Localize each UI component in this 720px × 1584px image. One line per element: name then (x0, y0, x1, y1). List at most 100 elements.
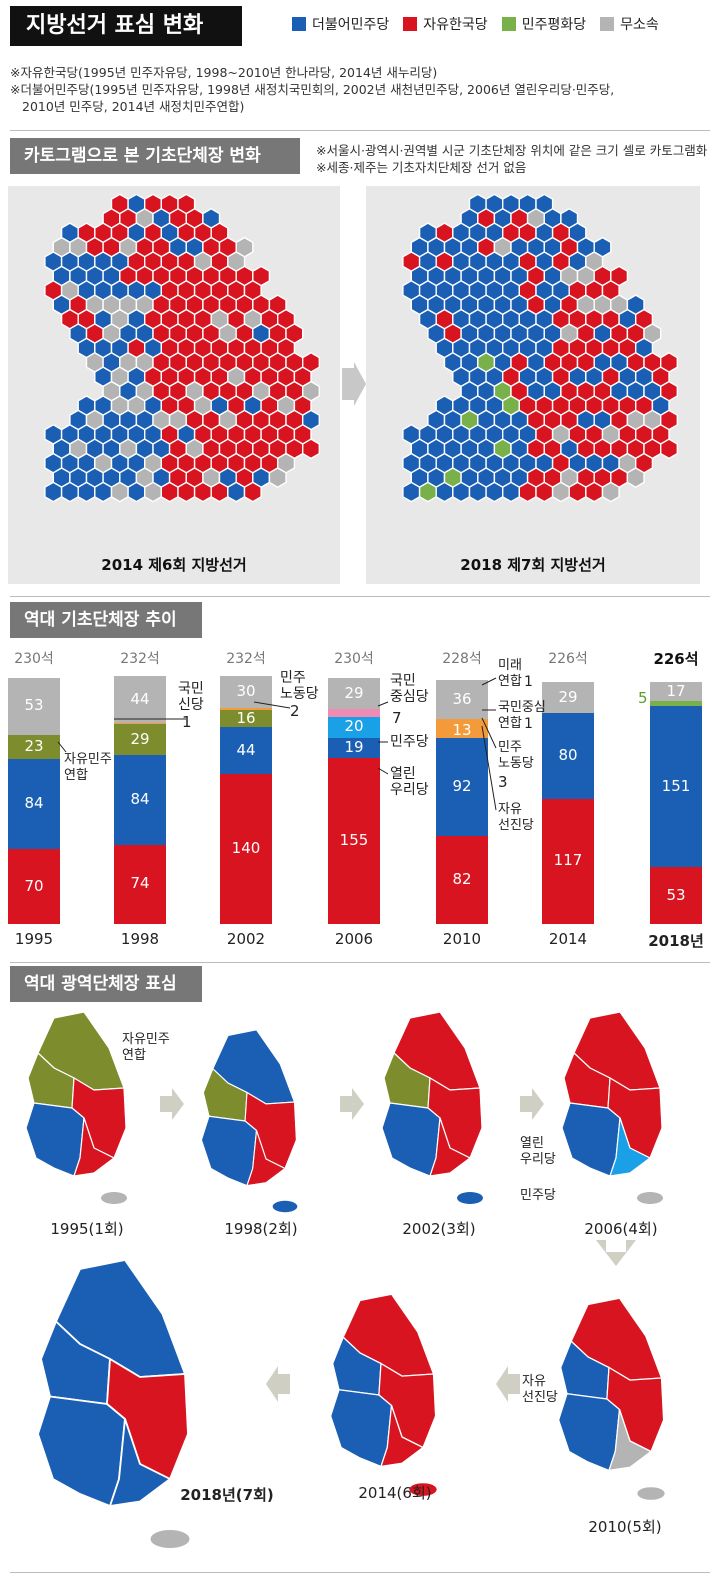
bar-year-4: 2010 (442, 930, 482, 948)
legend-swatch (292, 17, 306, 31)
governor-map-3 (561, 1011, 663, 1204)
hex-cell (535, 481, 554, 503)
cartogram-panel-2018: 2018 제7회 지방선거 (366, 186, 700, 584)
bar-segment: 30 (220, 676, 272, 709)
party-notes: ※자유한국당(1995년 민주자유당, 1998~2010년 한나라당, 201… (10, 64, 614, 115)
bar-value-label: 53 (666, 885, 686, 904)
hex-cell (485, 481, 504, 503)
bar-segment: 92 (436, 738, 488, 837)
label-mindong-2010: 민주 노동당 (498, 740, 534, 771)
governor-maps (25, 1011, 665, 1548)
map-caption-2014: 2014(6회) (358, 1484, 432, 1502)
bar-segment (114, 723, 166, 725)
label-mirae-n: 1 (524, 674, 533, 690)
map-caption-2006: 2006(4회) (584, 1220, 658, 1238)
jeju-shape (637, 1192, 663, 1204)
divider (10, 962, 710, 963)
bar-segment: 13 (436, 721, 488, 739)
governor-map-2 (381, 1011, 483, 1204)
map-caption-1995: 1995(1회) (50, 1220, 124, 1238)
hex-cell (210, 481, 229, 503)
bar-year-2: 2002 (226, 930, 266, 948)
governor-map-6 (37, 1259, 190, 1548)
bar-segment: 19 (328, 738, 380, 759)
bar-segment: 84 (114, 755, 166, 845)
page-title: 지방선거 표심 변화 (10, 6, 242, 46)
hex-cell (568, 481, 587, 503)
hex-cell (501, 481, 521, 503)
arrow-right-icon (520, 1088, 544, 1120)
arrow-right-icon (340, 1088, 364, 1120)
label-kookminjungsim: 국민 중심당 (390, 673, 429, 705)
bar-total-4: 228석 (442, 651, 482, 667)
bar-value-label: 151 (661, 776, 691, 795)
country-outline (201, 1029, 297, 1186)
legend-item-minju: 더불어민주당 (292, 14, 389, 34)
section-cartogram-title: 카토그램으로 본 기초단체장 변화 (10, 138, 300, 174)
country-outline (561, 1011, 663, 1177)
bar-value-label: 30 (236, 682, 256, 701)
bar-segment: 151 (650, 705, 702, 868)
bar-total-0: 230석 (14, 651, 54, 667)
bar-value-label: 29 (130, 729, 150, 748)
bar-segment: 70 (8, 849, 60, 924)
bar-total-1: 232석 (120, 651, 160, 667)
legend-label: 무소속 (620, 17, 659, 33)
divider (10, 596, 710, 597)
governor-map-4 (557, 1297, 665, 1500)
map-caption-1998: 1998(2회) (224, 1220, 298, 1238)
bar-segment: 155 (328, 758, 380, 924)
governor-map-5 (329, 1293, 437, 1496)
hex-cell (77, 481, 96, 503)
jeju-shape (150, 1530, 190, 1548)
cartogram-notes: ※서울시·광역시·권역별 시군 기초단체장 위치에 같은 크기 셀로 카토그램화… (316, 142, 707, 176)
label-mindong-2010-n: 3 (498, 773, 508, 791)
hex-cell (177, 481, 196, 503)
bar-segment (436, 720, 488, 725)
note-line: 2010년 민주당, 2014년 새정치민주연합) (22, 99, 245, 114)
bar-year-0: 1995 (14, 930, 54, 948)
bar-segment: 84 (8, 759, 60, 850)
bar-segment: 117 (542, 798, 594, 924)
note-line: ※자유한국당(1995년 민주자유당, 1998~2010년 한나라당, 201… (10, 65, 438, 80)
label-mindong: 민주 노동당 (280, 670, 319, 702)
bar-segment (650, 700, 702, 706)
label-kookminjungsimyeonhap: 국민중심 연합 (498, 700, 546, 731)
bar-value-label: 82 (452, 870, 472, 889)
bar-value-label: 117 (553, 851, 583, 870)
bar-value-label: 29 (558, 687, 578, 706)
label-mirae: 미래 연합 (498, 658, 522, 689)
jeju-shape (457, 1192, 483, 1204)
map-label-jayuseonjin: 자유 선진당 (522, 1374, 558, 1405)
hex-cell (160, 481, 179, 503)
cartogram-caption-2018: 2018 제7회 지방선거 (460, 556, 606, 574)
divider (10, 1572, 710, 1573)
hex-cell (44, 481, 63, 503)
bar-value-label: 29 (344, 683, 364, 702)
bar-segment: 16 (220, 709, 272, 728)
hex-cell (435, 481, 454, 503)
province-shape (37, 1395, 126, 1508)
cartogram-caption-2014: 2014 제6회 지방선거 (101, 556, 247, 574)
jeju-shape (409, 1483, 437, 1496)
label-yeollin: 열린 우리당 (390, 766, 429, 798)
jeju-shape (637, 1487, 665, 1500)
province-shape (200, 1115, 258, 1187)
bar-segment (436, 719, 488, 721)
bar-year-3: 2006 (334, 930, 374, 948)
hex-cell (518, 481, 537, 503)
map-label-minju: 민주당 (520, 1188, 556, 1203)
bar-value-label: 80 (558, 746, 578, 765)
bar-value-label: 36 (452, 689, 472, 708)
hex-cell (468, 481, 487, 503)
bar-segment: 36 (436, 680, 488, 719)
label-jamin: 자유민주 연합 (64, 752, 112, 783)
hex-cell (110, 481, 129, 503)
bar-segment: 80 (542, 713, 594, 799)
section-bars-title: 역대 기초단체장 추이 (10, 602, 202, 638)
bar-value-label: 74 (130, 874, 150, 893)
province-shape (329, 1389, 393, 1468)
country-outline (558, 1297, 665, 1471)
bar-segment: 29 (114, 724, 166, 756)
bar-segment (220, 708, 272, 711)
